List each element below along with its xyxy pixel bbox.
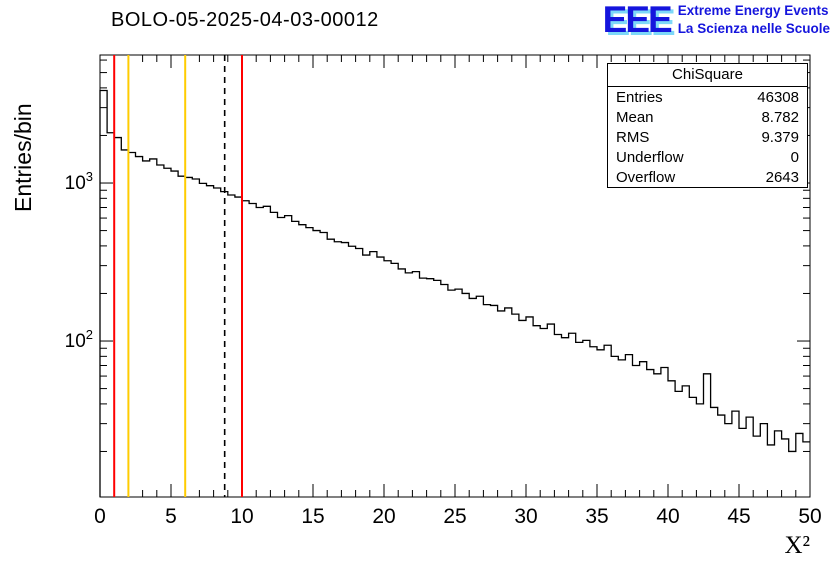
eee-logo-acronym: EEE [602, 0, 673, 40]
x-tick-label: 20 [372, 505, 395, 528]
x-tick-label: 15 [301, 505, 324, 528]
stats-label-rms: RMS [616, 128, 650, 146]
eee-logo-line-2: La Scienza nelle Scuole [677, 20, 830, 36]
chart-title: BOLO-05-2025-04-03-00012 [111, 9, 379, 31]
x-tick-label: 40 [656, 505, 679, 528]
stats-value-underflow: 0 [790, 148, 799, 166]
stats-row-rms: RMS 9.379 [608, 127, 807, 147]
y-tick-labels: 102 103 [65, 169, 93, 352]
stats-value-rms: 9.379 [761, 128, 799, 146]
stats-box: ChiSquare Entries 46308 Mean 8.782 RMS 9… [607, 63, 808, 188]
histogram-line [99, 89, 810, 497]
stats-row-entries: Entries 46308 [608, 87, 807, 107]
stats-row-mean: Mean 8.782 [608, 107, 807, 127]
y-tick-label: 103 [65, 169, 93, 194]
stats-row-underflow: Underflow 0 [608, 147, 807, 167]
x-tick-label: 45 [727, 505, 750, 528]
x-tick-label: 50 [798, 505, 821, 528]
eee-logo-lines: Extreme Energy Events La Scienza nelle S… [678, 2, 830, 37]
x-tick-label: 5 [165, 505, 177, 528]
x-tick-labels: 0 5 10 15 20 25 30 35 40 45 50 [94, 505, 822, 528]
stats-title: ChiSquare [608, 64, 807, 87]
x-tick-label: 0 [94, 505, 106, 528]
y-axis-label: Entries/bin [10, 103, 36, 212]
x-tick-label: 35 [585, 505, 608, 528]
eee-logo: EEE Extreme Energy Events La Scienza nel… [602, 0, 830, 40]
x-tick-label: 25 [443, 505, 466, 528]
x-tick-label: 30 [514, 505, 537, 528]
stats-label-entries: Entries [616, 88, 663, 106]
x-tick-label: 10 [230, 505, 253, 528]
marker-lines [113, 55, 243, 497]
x-axis-label: X² [784, 532, 810, 559]
y-tick-label: 102 [65, 327, 93, 352]
stats-value-overflow: 2643 [765, 168, 799, 186]
stats-label-overflow: Overflow [616, 168, 676, 186]
eee-logo-line-1: Extreme Energy Events [677, 3, 829, 19]
stats-row-overflow: Overflow 2643 [608, 167, 807, 187]
stats-value-mean: 8.782 [761, 108, 799, 126]
stats-label-mean: Mean [616, 108, 654, 126]
stats-label-underflow: Underflow [616, 148, 684, 166]
stats-value-entries: 46308 [757, 88, 799, 106]
